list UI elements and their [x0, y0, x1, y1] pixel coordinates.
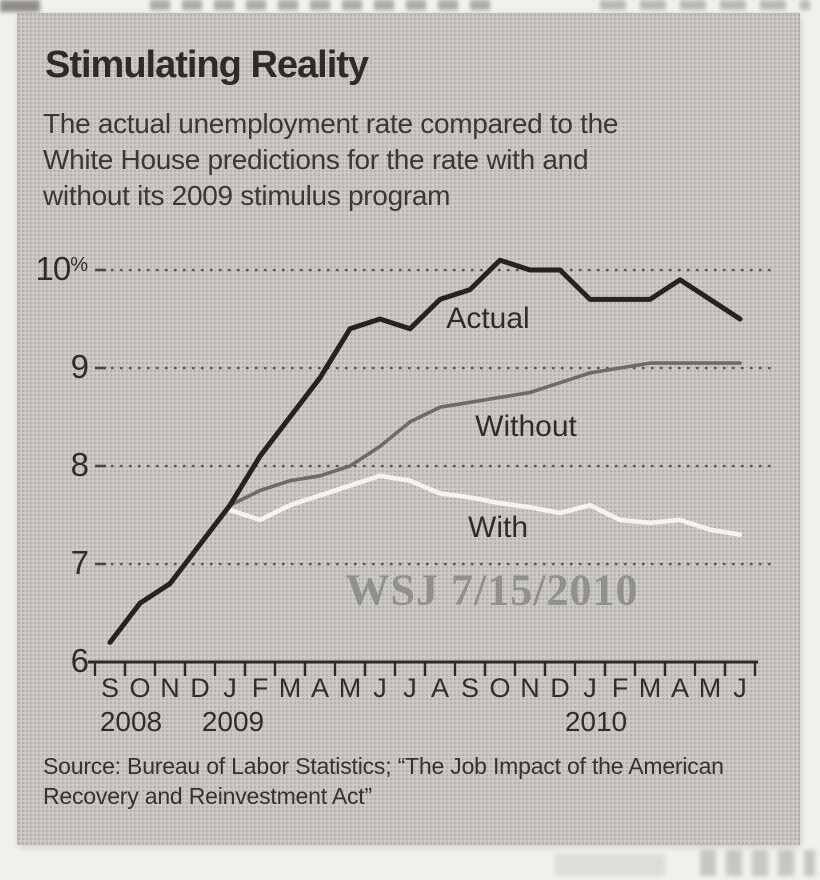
month-label: M — [278, 673, 302, 703]
month-label: N — [520, 673, 540, 703]
month-label: O — [489, 673, 511, 703]
newsprint-ghost-top-mid — [150, 0, 490, 10]
newsprint-ghost-top-right — [600, 0, 810, 10]
y-axis-label: 8 — [70, 446, 89, 483]
newsprint-ghost-bottom-right — [700, 850, 815, 876]
month-label: A — [670, 673, 689, 703]
watermark: WSJ 7/15/2010 — [345, 565, 639, 615]
month-label: A — [430, 673, 449, 703]
month-label: S — [100, 673, 119, 703]
y-axis-label: 10% — [35, 250, 88, 287]
month-label: J — [583, 673, 597, 703]
month-label: N — [160, 673, 180, 703]
month-label: F — [611, 673, 629, 703]
month-label: M — [638, 673, 662, 703]
year-label: 2009 — [201, 706, 265, 737]
month-label: J — [733, 673, 747, 703]
month-label: A — [310, 673, 329, 703]
year-label: 2008 — [99, 706, 163, 737]
month-label: M — [698, 673, 722, 703]
month-label: J — [223, 673, 237, 703]
month-label: J — [403, 673, 417, 703]
month-label: D — [550, 673, 570, 703]
newsprint-ghost-top-left — [0, 0, 40, 12]
series-label-actual: Actual — [446, 302, 530, 335]
newsprint-ghost-bottom-mid — [555, 854, 665, 876]
y-axis-label: 9 — [70, 348, 89, 385]
chart-title: Stimulating Reality — [45, 44, 369, 86]
series-label-with: With — [468, 511, 528, 544]
month-label: O — [129, 673, 151, 703]
year-label: 2010 — [564, 706, 628, 737]
series-label-without: Without — [475, 410, 577, 443]
month-label: M — [338, 673, 362, 703]
y-axis-label: 6 — [70, 642, 89, 679]
chart-subtitle: The actual unemployment rate compared to… — [43, 108, 619, 211]
month-label: D — [190, 673, 210, 703]
month-label: J — [373, 673, 387, 703]
month-label: S — [460, 673, 479, 703]
source-text: Source: Bureau of Labor Statistics; “The… — [43, 753, 724, 809]
percent-sign: % — [70, 254, 88, 276]
month-label: F — [251, 673, 269, 703]
y-axis-label: 7 — [70, 544, 89, 581]
